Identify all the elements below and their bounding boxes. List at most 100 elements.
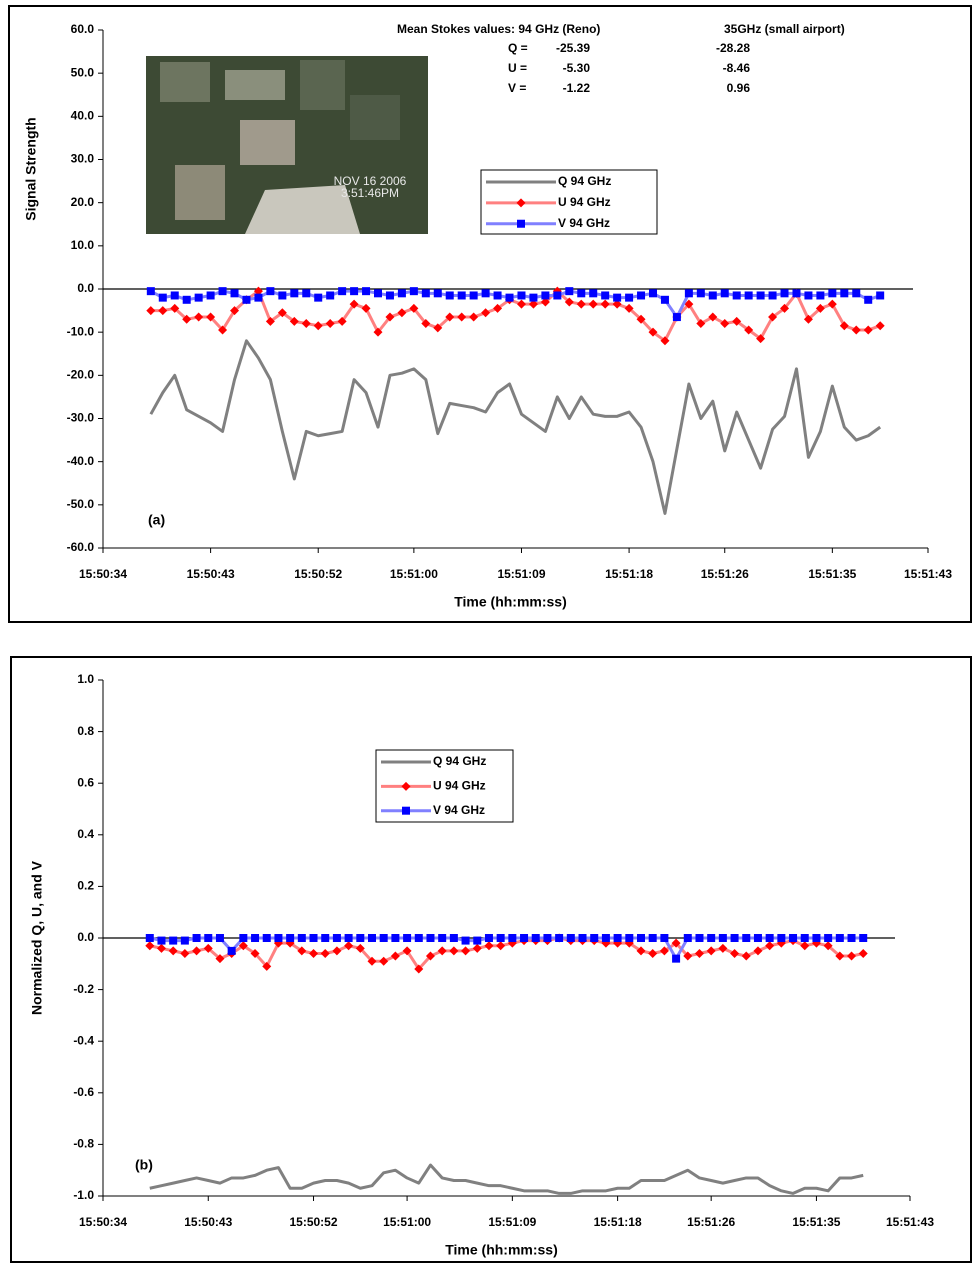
x-tick-label: 15:51:00	[383, 1215, 431, 1229]
marker	[708, 291, 717, 300]
marker	[683, 934, 692, 942]
legend-label: V 94 GHz	[433, 803, 485, 817]
marker	[672, 313, 681, 322]
marker	[379, 956, 389, 966]
marker	[804, 291, 813, 300]
x-tick-label: 15:51:26	[701, 567, 749, 581]
y-tick-label: 60.0	[71, 22, 95, 36]
marker	[397, 289, 406, 298]
marker	[576, 299, 586, 309]
marker	[741, 951, 751, 961]
legend-marker	[401, 781, 411, 791]
marker	[505, 293, 514, 302]
panel-label: (b)	[135, 1157, 153, 1173]
photo-caption: NOV 16 2006	[334, 174, 407, 188]
marker	[648, 934, 657, 942]
marker	[637, 934, 645, 942]
marker	[180, 948, 190, 958]
marker	[756, 334, 766, 344]
marker	[600, 299, 610, 309]
marker	[314, 293, 323, 302]
marker	[274, 934, 283, 942]
table-header: 35GHz (small airport)	[724, 22, 845, 36]
marker	[780, 303, 790, 313]
marker	[613, 293, 622, 302]
marker	[449, 946, 459, 956]
y-tick-label: 0.4	[77, 827, 94, 841]
marker	[531, 934, 540, 942]
y-tick-label: -0.2	[73, 982, 94, 996]
marker	[768, 291, 777, 300]
marker	[169, 936, 178, 945]
marker	[730, 948, 740, 958]
marker	[390, 951, 400, 961]
y-tick-label: 0.0	[77, 281, 94, 295]
marker	[588, 299, 598, 309]
marker	[660, 336, 670, 346]
marker	[493, 303, 503, 313]
marker	[823, 941, 833, 951]
legend-label: U 94 GHz	[558, 195, 611, 209]
marker	[803, 314, 813, 324]
marker	[433, 323, 443, 333]
marker	[445, 291, 454, 300]
y-axis-title: Normalized Q, U, and V	[29, 860, 45, 1015]
y-tick-label: -0.6	[73, 1085, 94, 1099]
marker	[800, 941, 810, 951]
marker	[876, 291, 885, 300]
marker	[251, 934, 260, 942]
x-tick-label: 15:50:52	[289, 1215, 337, 1229]
marker	[730, 934, 739, 942]
marker	[660, 934, 669, 942]
y-tick-label: -10.0	[67, 324, 95, 338]
marker	[875, 321, 885, 331]
marker	[437, 946, 447, 956]
y-tick-label: -40.0	[67, 454, 95, 468]
marker	[672, 954, 681, 963]
marker	[373, 327, 383, 337]
marker	[368, 934, 376, 942]
x-tick-label: 15:51:43	[904, 567, 952, 581]
marker	[565, 287, 574, 296]
marker	[170, 303, 180, 313]
legend-label: U 94 GHz	[433, 779, 486, 793]
marker	[242, 295, 251, 304]
marker	[648, 327, 658, 337]
y-tick-label: -50.0	[67, 497, 95, 511]
marker	[516, 299, 526, 309]
marker	[481, 308, 491, 318]
y-tick-label: 0.6	[77, 775, 94, 789]
marker	[262, 961, 272, 971]
marker	[218, 287, 227, 296]
marker	[637, 291, 646, 300]
marker	[847, 934, 856, 942]
marker	[753, 946, 763, 956]
marker	[426, 934, 435, 942]
marker	[385, 291, 394, 300]
x-tick-label: 15:51:26	[687, 1215, 735, 1229]
photo-inset	[146, 56, 428, 234]
marker	[824, 934, 833, 942]
marker	[684, 299, 694, 309]
marker	[421, 289, 430, 298]
marker	[566, 934, 575, 942]
y-tick-label: -1.0	[73, 1188, 94, 1202]
series-line	[149, 1163, 864, 1195]
marker	[355, 943, 365, 953]
marker	[859, 934, 868, 942]
marker	[469, 291, 478, 300]
marker	[696, 319, 706, 329]
marker	[720, 319, 730, 329]
marker	[816, 291, 825, 300]
marker	[425, 951, 435, 961]
marker	[445, 312, 455, 322]
y-tick-label: 0.2	[77, 879, 94, 893]
marker	[182, 314, 192, 324]
marker	[765, 941, 775, 951]
marker	[265, 316, 275, 326]
marker	[146, 287, 155, 296]
marker	[496, 941, 506, 951]
marker	[649, 289, 657, 298]
